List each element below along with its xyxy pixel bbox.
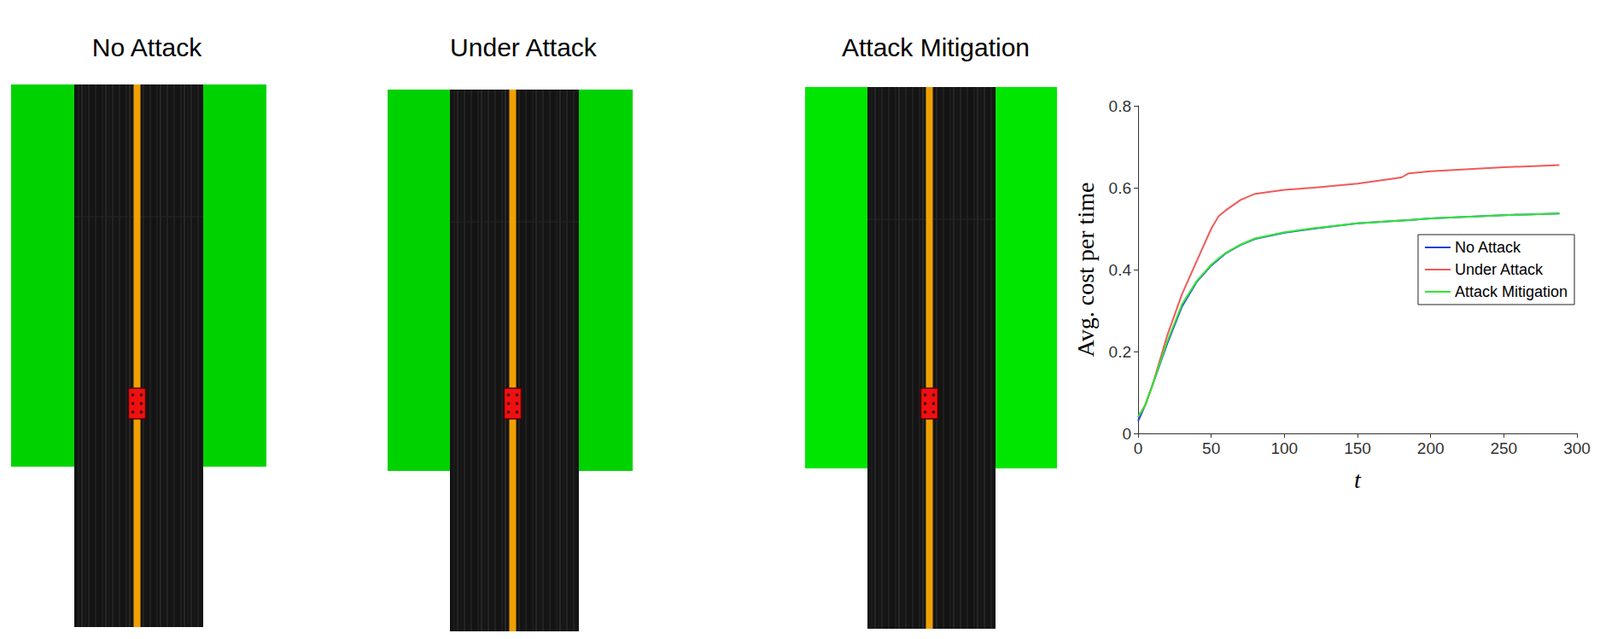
svg-text:150: 150	[1343, 439, 1372, 458]
svg-text:t: t	[1354, 467, 1362, 494]
svg-text:Under Attack: Under Attack	[1454, 261, 1544, 279]
svg-text:Avg. cost per time: Avg. cost per time	[1072, 182, 1099, 358]
svg-text:No Attack: No Attack	[1454, 239, 1522, 257]
svg-text:0: 0	[1121, 425, 1132, 444]
svg-text:No Attack: No Attack	[92, 33, 203, 62]
svg-text:Under Attack: Under Attack	[449, 33, 598, 62]
svg-text:200: 200	[1417, 439, 1445, 458]
svg-text:100: 100	[1270, 439, 1298, 458]
svg-text:250: 250	[1489, 439, 1518, 458]
svg-text:Attack Mitigation: Attack Mitigation	[1454, 283, 1568, 301]
svg-text:0.6: 0.6	[1109, 179, 1132, 198]
svg-text:50: 50	[1202, 439, 1221, 458]
svg-text:300: 300	[1563, 439, 1591, 458]
svg-text:0.8: 0.8	[1109, 97, 1132, 116]
svg-text:0.2: 0.2	[1109, 343, 1132, 362]
svg-text:0.4: 0.4	[1109, 261, 1133, 280]
svg-text:0: 0	[1133, 439, 1144, 458]
svg-text:Attack Mitigation: Attack Mitigation	[841, 33, 1030, 62]
